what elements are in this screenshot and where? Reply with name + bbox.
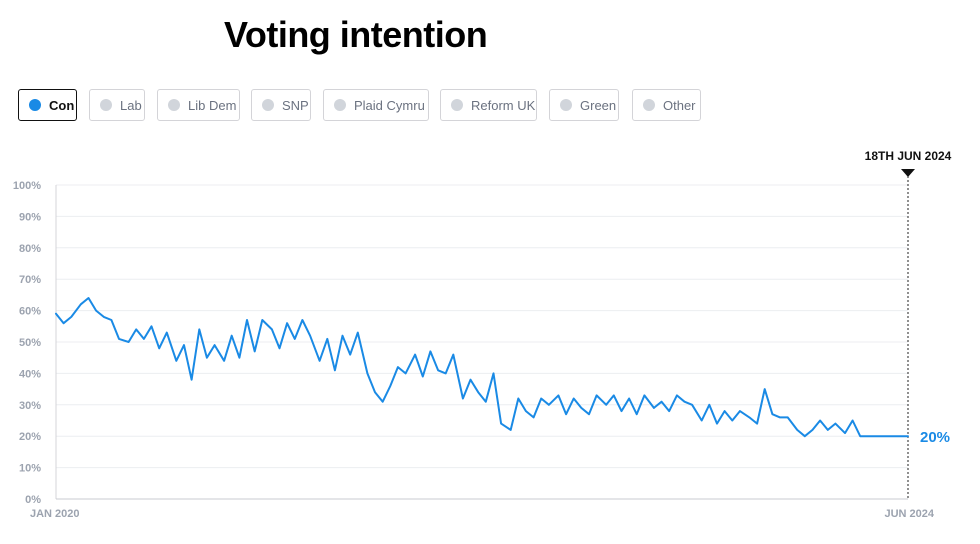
legend-item-lib-dem[interactable]: Lib Dem [157, 89, 240, 121]
legend-item-lab[interactable]: Lab [89, 89, 145, 121]
y-tick-label: 30% [19, 400, 41, 412]
y-tick-label: 50% [19, 337, 41, 349]
x-tick-label: JAN 2020 [30, 508, 80, 520]
dot-icon [560, 99, 572, 111]
dot-icon [262, 99, 274, 111]
y-tick-label: 80% [19, 243, 41, 255]
legend-label: Green [580, 97, 617, 113]
dot-icon [100, 99, 112, 111]
legend-label: Plaid Cymru [354, 97, 425, 113]
marker-arrow-icon [901, 169, 915, 177]
y-tick-label: 20% [19, 431, 41, 443]
dot-icon [643, 99, 655, 111]
legend-label: Reform UK [471, 97, 536, 113]
y-tick-label: 60% [19, 306, 41, 318]
legend-item-reform-uk[interactable]: Reform UK [440, 89, 537, 121]
legend-label: Con [49, 97, 75, 113]
gridlines [56, 184, 908, 469]
x-axis-ticks: JAN 2020 JUN 2024 [30, 508, 935, 520]
legend-item-green[interactable]: Green [549, 89, 619, 121]
legend-label: Lib Dem [188, 97, 237, 113]
legend-label: SNP [282, 97, 309, 113]
y-tick-label: 0% [25, 494, 41, 506]
y-tick-label: 90% [19, 211, 41, 223]
x-tick-label: JUN 2024 [884, 508, 934, 520]
page-title: Voting intention [224, 14, 488, 55]
dot-icon [168, 99, 180, 111]
y-tick-label: 10% [19, 463, 41, 475]
date-marker-label: 18TH JUN 2024 [865, 149, 952, 163]
dot-icon [29, 99, 41, 111]
legend-item-other[interactable]: Other [632, 89, 701, 121]
y-tick-label: 40% [19, 368, 41, 380]
legend-label: Other [663, 97, 696, 113]
y-tick-label: 100% [13, 180, 41, 192]
end-value-label: 20% [920, 429, 950, 446]
y-tick-label: 70% [19, 274, 41, 286]
legend-item-con[interactable]: Con [18, 89, 77, 121]
dot-icon [451, 99, 463, 111]
legend-item-plaid-cymru[interactable]: Plaid Cymru [323, 89, 429, 121]
y-axis-ticks: 0% 10% 20% 30% 40% 50% 60% 70% 80% 90% 100% [13, 180, 41, 506]
legend-item-snp[interactable]: SNP [251, 89, 311, 121]
dot-icon [334, 99, 346, 111]
legend-label: Lab [120, 97, 142, 113]
series-line-con [55, 297, 909, 438]
